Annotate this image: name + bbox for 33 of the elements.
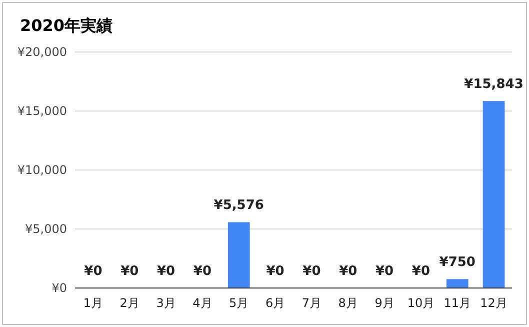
data-label: ¥15,843 [464, 77, 524, 92]
x-tick-label: 7月 [302, 296, 322, 310]
data-label: ¥0 [84, 264, 102, 279]
x-tick-label: 3月 [156, 296, 176, 310]
data-label: ¥0 [156, 264, 176, 279]
data-label: ¥0 [193, 264, 212, 279]
chart-title: 2020年実績 [20, 16, 113, 35]
bar [482, 101, 505, 288]
x-tick-label: 8月 [338, 296, 358, 310]
y-tick-label: ¥10,000 [17, 163, 67, 177]
bar [446, 279, 468, 288]
y-tick-label: ¥15,000 [17, 104, 67, 118]
x-tick-label: 11月 [444, 296, 472, 310]
data-label: ¥750 [439, 255, 476, 270]
x-tick-label: 12月 [480, 296, 508, 310]
bar [228, 222, 250, 288]
x-tick-label: 10月 [407, 296, 435, 310]
x-tick-label: 2月 [120, 296, 140, 310]
x-tick-label: 1月 [83, 296, 104, 310]
data-label: ¥0 [339, 264, 358, 279]
y-tick-label: ¥5,000 [25, 222, 67, 236]
data-label: ¥5,576 [214, 198, 264, 214]
data-label: ¥0 [120, 264, 139, 279]
y-tick-label: ¥20,000 [17, 45, 67, 59]
data-label: ¥0 [375, 264, 394, 279]
data-label: ¥0 [412, 264, 430, 279]
x-tick-label: 9月 [374, 296, 394, 310]
data-label: ¥0 [266, 264, 284, 279]
x-tick-label: 5月 [229, 296, 249, 310]
x-tick-label: 6月 [265, 296, 286, 310]
x-tick-label: 4月 [192, 296, 212, 310]
y-tick-label: ¥0 [52, 281, 67, 295]
data-label: ¥0 [302, 264, 321, 279]
